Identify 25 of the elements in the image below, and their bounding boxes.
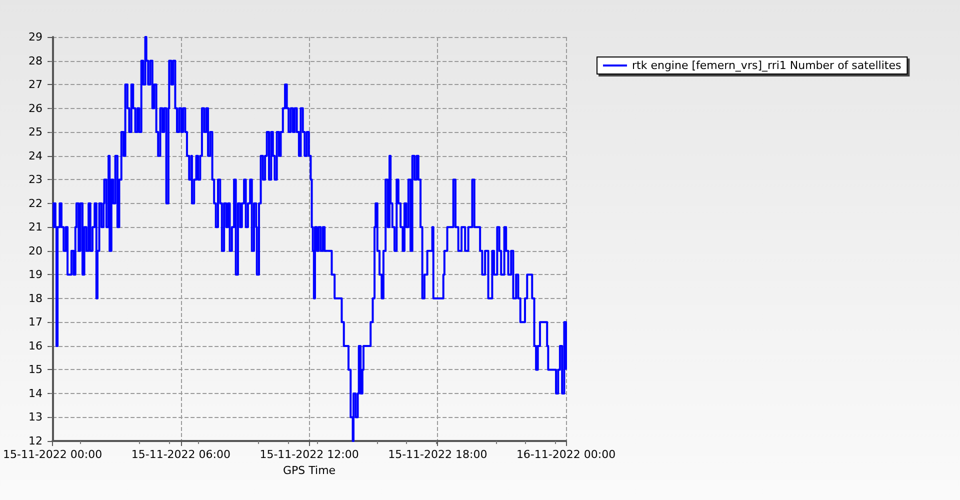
y-tick-label: 21 (28, 220, 43, 234)
y-tick-label: 14 (28, 386, 43, 400)
x-tick-label: 15-11-2022 12:00 (260, 448, 359, 461)
x-axis-title: GPS Time (283, 464, 336, 477)
y-tick-label: 28 (28, 54, 43, 68)
x-tick-label: 15-11-2022 18:00 (388, 448, 488, 461)
y-tick-label: 20 (28, 244, 43, 258)
y-tick-label: 19 (28, 268, 43, 282)
x-tick-label: 15-11-2022 00:00 (3, 448, 102, 461)
x-tick-label: 15-11-2022 06:00 (131, 448, 230, 461)
y-tick-label: 17 (28, 316, 43, 329)
y-tick-label: 15 (28, 363, 43, 376)
y-tick-label: 16 (28, 339, 43, 352)
y-tick-label: 24 (28, 149, 43, 162)
y-tick-label: 26 (28, 102, 43, 115)
y-tick-label: 22 (28, 196, 43, 210)
y-tick-label: 12 (28, 434, 43, 448)
x-tick-label: 16-11-2022 00:00 (516, 448, 616, 461)
y-tick-label: 23 (28, 173, 43, 186)
y-tick-label: 29 (28, 30, 43, 44)
legend-label: rtk engine [femern_vrs]_rri1 Number of satellites (632, 59, 902, 72)
y-tick-label: 18 (28, 292, 43, 305)
y-tick-label: 13 (28, 410, 43, 424)
y-tick-label: 27 (28, 78, 43, 92)
y-tick-label: 25 (28, 126, 43, 139)
